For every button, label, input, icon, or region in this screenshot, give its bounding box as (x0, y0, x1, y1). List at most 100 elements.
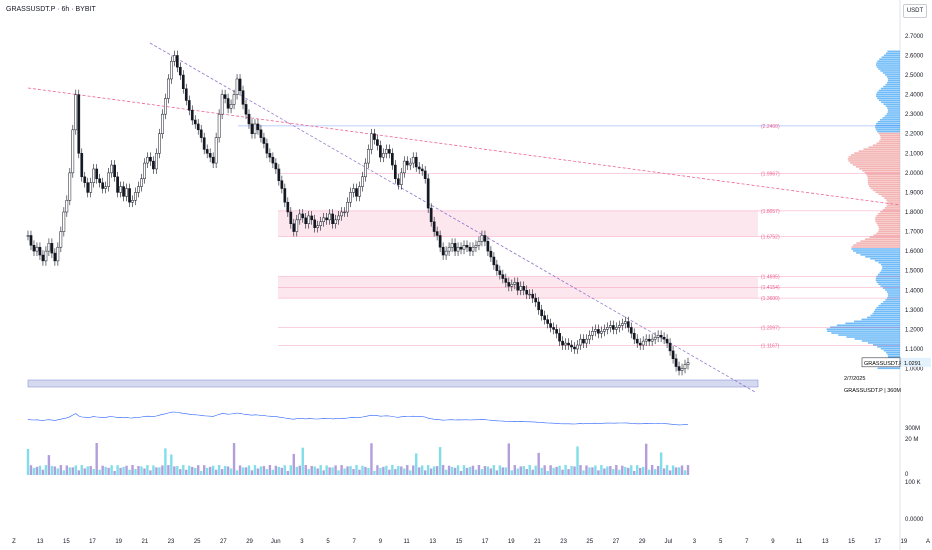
volume-bar (438, 447, 442, 475)
volume-bar (507, 443, 511, 475)
profile-bar (861, 318, 900, 321)
profile-bar (887, 203, 900, 205)
x-tick-label: 13 (37, 539, 44, 545)
candle-body (638, 342, 642, 346)
candle-body (110, 164, 113, 174)
volume-bar (95, 443, 98, 475)
candle-body (668, 342, 672, 352)
candle-body (325, 217, 328, 221)
volume-bar (208, 466, 212, 475)
volume-bar (104, 466, 107, 475)
volume-bar (394, 469, 397, 475)
candle-body (570, 344, 573, 348)
candle-body (671, 350, 675, 359)
x-tick-label: 19 (900, 539, 907, 545)
candle-body (429, 207, 433, 223)
candle-body (122, 186, 125, 197)
volume-bar (194, 467, 197, 475)
candle-body (116, 176, 119, 193)
profile-bar (884, 115, 900, 117)
profile-bar (879, 119, 900, 121)
candle-body (268, 153, 272, 158)
volume-bar (415, 453, 418, 475)
volume-bar (647, 469, 651, 475)
time-axis[interactable]: Z 13 15 17 19 21 23 25 27 29 Jun 3 5 7 9 11 13 15 17 19 21 23… (12, 539, 930, 545)
volume-bar (555, 466, 558, 475)
volume-bar (501, 467, 505, 475)
candle-body (677, 366, 681, 371)
candle-body (480, 235, 484, 242)
price-axis[interactable]: 2.7000 2.6000 2.5000 2.4000 2.3000 2.2000 2.10… (905, 34, 924, 523)
profile-bar (882, 267, 900, 270)
level-label: (1.1167) (761, 344, 780, 350)
volume-bar (665, 465, 669, 475)
candle-body (426, 178, 430, 209)
profile-bar (879, 271, 900, 274)
candle-body (277, 168, 281, 181)
level-label: (1.2097) (761, 325, 780, 331)
x-tick-label: 9 (379, 539, 383, 545)
volume-bar (543, 465, 546, 475)
profile-bar (876, 281, 900, 284)
candle-body (152, 160, 155, 170)
candle-body (101, 182, 105, 189)
profile-bar (882, 265, 900, 268)
candle-body (408, 162, 412, 166)
candle-body (582, 338, 585, 344)
volume-bar (376, 465, 379, 475)
volume-bar (594, 465, 597, 475)
profile-bar (875, 216, 900, 219)
trendline-down (149, 42, 756, 393)
volume-bar (510, 470, 514, 475)
candle-body (214, 137, 218, 164)
candle-body (289, 211, 293, 224)
candle-body (600, 331, 603, 334)
profile-bar (886, 351, 900, 354)
candle-body (603, 329, 606, 332)
level-label: (1.6752) (761, 234, 780, 240)
currency-button[interactable]: USDT (903, 4, 927, 18)
candle-body (35, 246, 39, 252)
volume-bar (250, 470, 254, 475)
profile-bar (868, 146, 900, 149)
profile-bar (887, 109, 900, 111)
candle-body (629, 327, 633, 334)
volume-bar (44, 465, 48, 475)
volume-bar (642, 466, 645, 475)
profile-bar (850, 154, 900, 156)
profile-bar (867, 175, 900, 178)
volume-bar (71, 467, 74, 475)
volume-bar (92, 469, 95, 475)
y-tick-label: 1.5000 (905, 269, 924, 275)
volume-bar (444, 469, 448, 475)
candle-body (298, 213, 302, 221)
volume-bar (298, 465, 301, 475)
candle-body (313, 219, 317, 228)
volume-bar (388, 469, 391, 475)
volume-bar (644, 443, 648, 475)
volume-bar (516, 468, 519, 475)
volume-bar (525, 469, 528, 475)
volume-bar (397, 466, 400, 475)
candle-body (420, 168, 424, 172)
candle-body (510, 284, 514, 287)
profile-bar (881, 269, 900, 272)
candle-body (77, 94, 81, 154)
candle-body (367, 149, 370, 164)
candle-body (626, 321, 630, 328)
candle-body (125, 188, 128, 197)
x-tick-label: 11 (796, 539, 803, 545)
volume-bar (471, 465, 475, 475)
y-tick-label: 1.7000 (905, 230, 924, 236)
candle-body (295, 219, 299, 232)
profile-bar (877, 97, 900, 100)
profile-bar (878, 68, 900, 70)
volume-bar (334, 465, 337, 475)
candle-body (223, 94, 227, 99)
profile-bar (869, 236, 900, 239)
profile-bar (877, 224, 900, 227)
volume-bar (292, 453, 295, 475)
candle-body (393, 164, 397, 179)
volume-bar (385, 465, 388, 475)
